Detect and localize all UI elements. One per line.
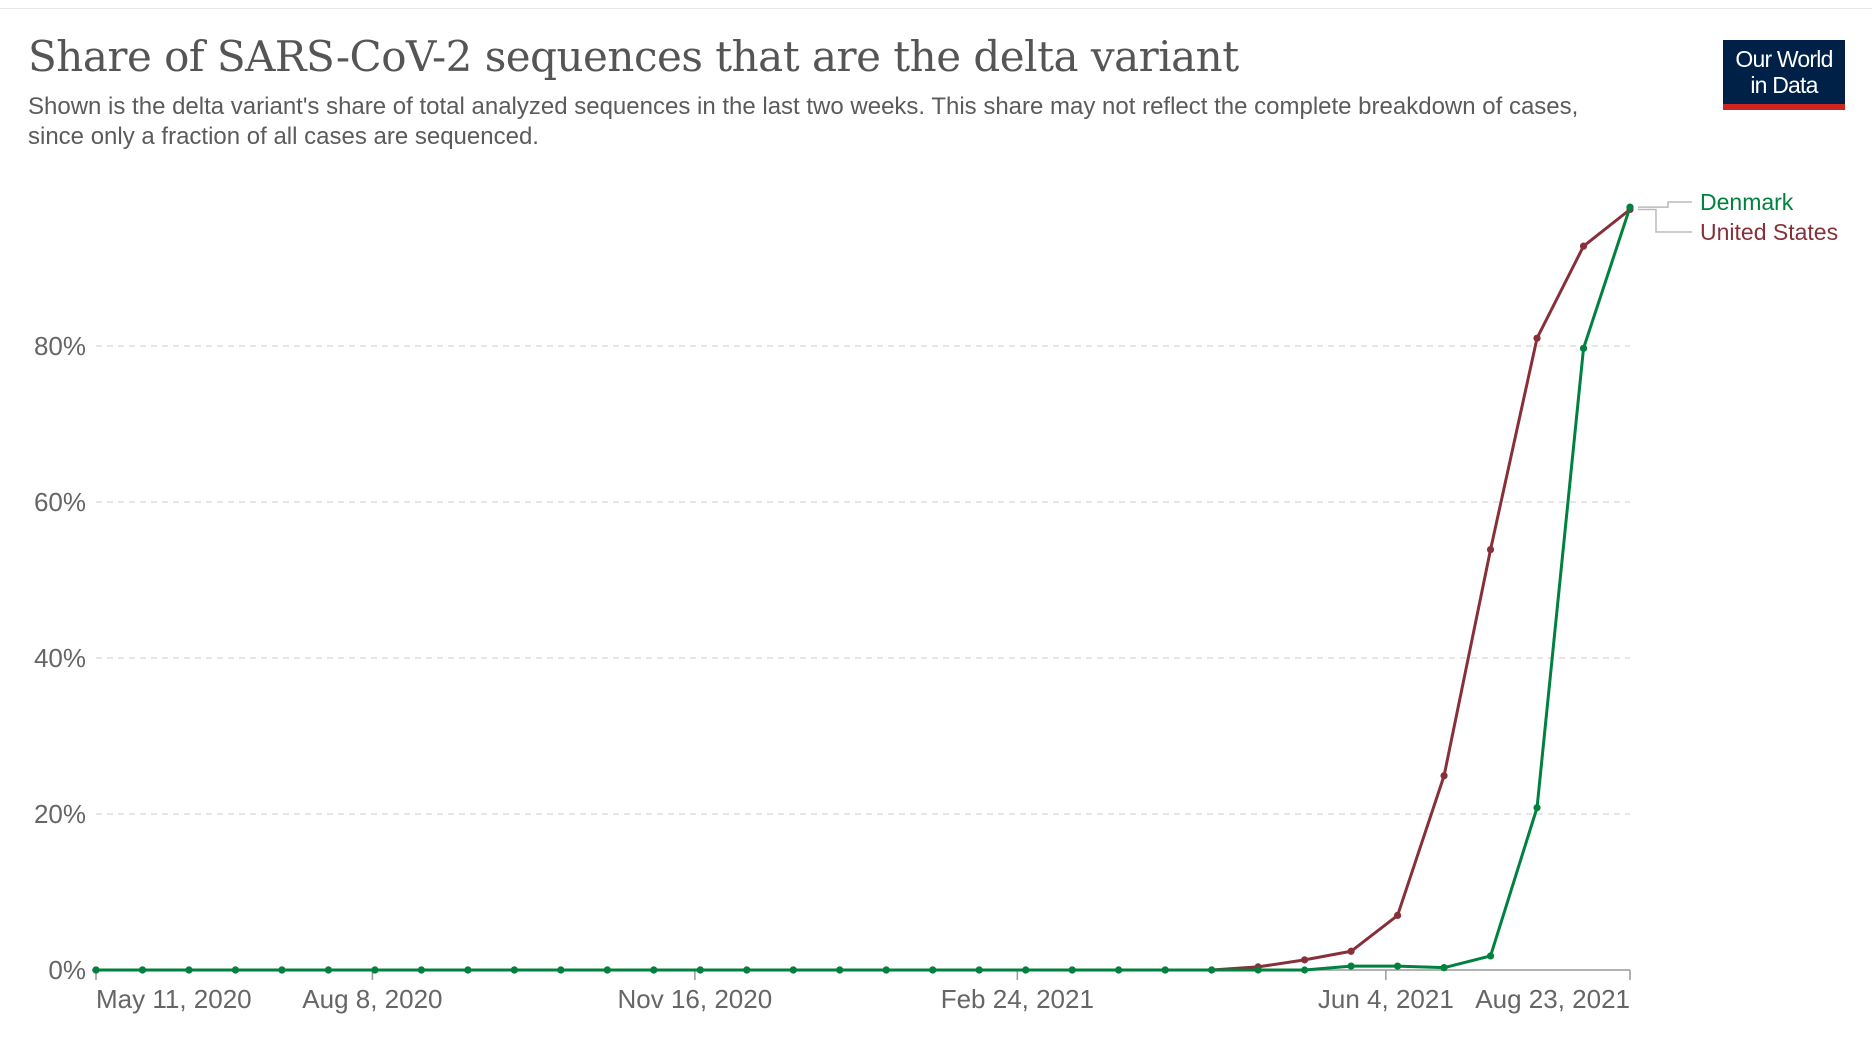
data-point-denmark-1[interactable] xyxy=(138,966,147,974)
owid-logo[interactable]: Our World in Data xyxy=(1723,40,1845,110)
series-line-united-states[interactable] xyxy=(96,208,1631,972)
data-point-denmark-17[interactable] xyxy=(882,966,890,974)
data-point-denmark-16[interactable] xyxy=(836,966,844,974)
data-point-denmark-2[interactable] xyxy=(185,966,193,974)
data-point-united-states-29[interactable] xyxy=(1440,772,1448,780)
series-line-denmark[interactable] xyxy=(96,206,1632,972)
chart-title: Share of SARS-CoV-2 sequences that are t… xyxy=(28,32,1239,81)
data-point-denmark-15[interactable] xyxy=(789,966,797,974)
legend-label-denmark[interactable]: Denmark xyxy=(1700,189,1794,215)
legend-connector-denmark xyxy=(1638,201,1692,208)
data-point-denmark-10[interactable] xyxy=(557,966,565,974)
x-tick-label-3: Feb 24, 2021 xyxy=(941,984,1094,1014)
y-tick-label-80: 80% xyxy=(34,331,86,361)
data-point-denmark-13[interactable] xyxy=(696,966,704,974)
data-point-denmark-29[interactable] xyxy=(1440,964,1448,972)
data-point-denmark-32[interactable] xyxy=(1579,344,1588,352)
data-point-denmark-31[interactable] xyxy=(1533,804,1541,812)
data-point-denmark-33[interactable] xyxy=(1626,203,1634,211)
x-tick-label-2: Nov 16, 2020 xyxy=(618,984,773,1014)
data-point-denmark-21[interactable] xyxy=(1068,966,1076,974)
x-tick-label-1: Aug 8, 2020 xyxy=(302,984,442,1014)
data-point-denmark-4[interactable] xyxy=(278,966,286,974)
legend-label-united-states[interactable]: United States xyxy=(1700,219,1838,245)
data-point-denmark-11[interactable] xyxy=(603,966,611,974)
data-point-denmark-25[interactable] xyxy=(1254,966,1262,974)
data-point-united-states-26[interactable] xyxy=(1301,956,1309,964)
data-point-united-states-31[interactable] xyxy=(1533,334,1541,342)
data-point-denmark-26[interactable] xyxy=(1301,966,1309,974)
data-point-denmark-8[interactable] xyxy=(464,966,472,974)
y-tick-label-60: 60% xyxy=(34,487,86,517)
x-tick-label-5: Aug 23, 2021 xyxy=(1475,984,1630,1014)
logo-line-2: in Data xyxy=(1750,72,1818,98)
data-point-denmark-19[interactable] xyxy=(975,966,983,974)
data-point-denmark-18[interactable] xyxy=(929,966,937,974)
x-tick-label-0: May 11, 2020 xyxy=(96,984,252,1014)
data-point-denmark-5[interactable] xyxy=(324,966,333,974)
chart-subtitle: Shown is the delta variant's share of to… xyxy=(28,93,1579,150)
data-point-denmark-20[interactable] xyxy=(1022,966,1030,974)
y-tick-label-20: 20% xyxy=(34,799,86,829)
data-point-denmark-23[interactable] xyxy=(1161,966,1169,974)
y-tick-label-0: 0% xyxy=(48,955,86,985)
data-point-denmark-9[interactable] xyxy=(510,966,518,974)
data-point-denmark-30[interactable] xyxy=(1486,952,1495,960)
logo-line-1: Our World xyxy=(1735,46,1833,72)
data-point-denmark-27[interactable] xyxy=(1347,962,1355,970)
data-point-denmark-7[interactable] xyxy=(417,966,425,974)
data-point-denmark-24[interactable] xyxy=(1208,966,1216,974)
data-point-denmark-22[interactable] xyxy=(1115,966,1123,974)
x-tick-label-4: Jun 4, 2021 xyxy=(1318,984,1454,1014)
data-point-united-states-30[interactable] xyxy=(1486,545,1495,554)
data-point-denmark-3[interactable] xyxy=(231,966,240,974)
data-point-denmark-0[interactable] xyxy=(92,966,100,974)
data-point-denmark-28[interactable] xyxy=(1393,962,1402,970)
data-point-united-states-28[interactable] xyxy=(1393,911,1402,920)
data-point-united-states-32[interactable] xyxy=(1579,242,1588,250)
data-point-united-states-27[interactable] xyxy=(1347,947,1355,955)
legend-connector-united-states xyxy=(1638,208,1692,233)
data-point-denmark-14[interactable] xyxy=(743,966,751,974)
top-divider xyxy=(0,0,1872,9)
y-tick-label-40: 40% xyxy=(34,643,86,673)
data-point-denmark-12[interactable] xyxy=(650,966,658,974)
data-point-denmark-6[interactable] xyxy=(371,966,379,974)
